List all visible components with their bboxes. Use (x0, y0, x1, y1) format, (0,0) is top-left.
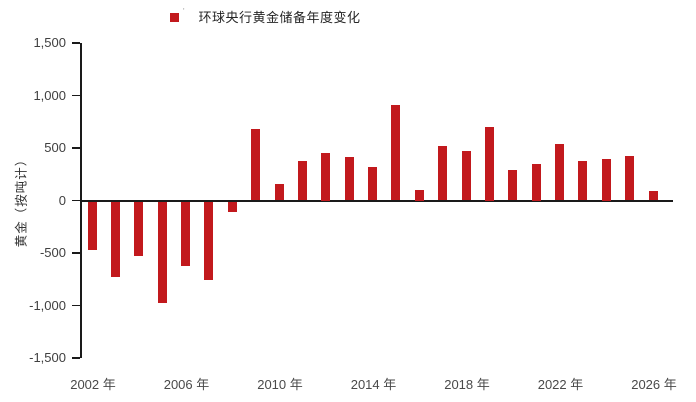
legend-swatch-icon (170, 12, 179, 22)
bar-2016 (414, 190, 424, 201)
bar-2006 (181, 201, 190, 266)
y-tick-mark (72, 147, 80, 149)
y-tick-label: -1,000 (29, 297, 66, 313)
bar-2022 (555, 143, 564, 201)
bar-2005 (157, 201, 167, 304)
y-axis-line (80, 43, 82, 358)
bar-2020 (508, 170, 518, 201)
bar-2003 (110, 201, 120, 278)
bar-2013 (344, 157, 354, 201)
y-tick-label: 1,000 (33, 87, 66, 103)
x-tick-label: 2018 年 (444, 377, 490, 392)
x-tick-label: 2026 年 (631, 377, 677, 392)
y-tick-label: -1,500 (29, 350, 66, 365)
y-tick-mark (72, 357, 80, 359)
bar-2011 (297, 160, 307, 201)
bar-2018 (461, 151, 471, 201)
bar-2026 (648, 191, 658, 201)
bar-2010 (274, 183, 284, 201)
bar-2008 (227, 201, 237, 212)
y-tick-mark (72, 304, 80, 307)
bar-2004 (134, 201, 144, 257)
legend-footnote-mark: ' (183, 7, 185, 16)
bar-2025 (625, 156, 635, 201)
x-tick-label: 2014 年 (350, 377, 397, 392)
bar-2024 (601, 158, 611, 201)
legend-label: 环球央行黄金储备年度变化 (198, 10, 361, 25)
y-tick-label: 0 (58, 192, 66, 208)
y-tick-label: -500 (39, 245, 66, 260)
bar-2021 (531, 163, 541, 201)
bar-2017 (438, 145, 448, 201)
x-tick-label: 2002 年 (70, 377, 116, 392)
bar-2023 (578, 160, 588, 201)
y-tick-mark (72, 252, 80, 254)
bar-2019 (484, 127, 494, 201)
bar-2015 (391, 104, 401, 201)
x-tick-label: 2022 年 (537, 377, 584, 392)
zero-baseline (81, 199, 673, 202)
bar-2009 (251, 129, 261, 201)
legend: ' 环球央行黄金储备年度变化 (170, 7, 361, 26)
bar-2012 (321, 153, 331, 201)
y-tick-mark (72, 42, 80, 44)
y-tick-mark (72, 199, 80, 202)
y-tick-label: 1,500 (33, 35, 66, 50)
y-tick-mark (72, 94, 80, 97)
y-tick-label: 500 (44, 140, 66, 155)
bar-2007 (204, 201, 214, 281)
bar-2002 (87, 201, 97, 250)
x-tick-label: 2010 年 (257, 377, 303, 392)
bar-2014 (368, 166, 377, 201)
x-tick-label: 2006 年 (163, 377, 210, 392)
